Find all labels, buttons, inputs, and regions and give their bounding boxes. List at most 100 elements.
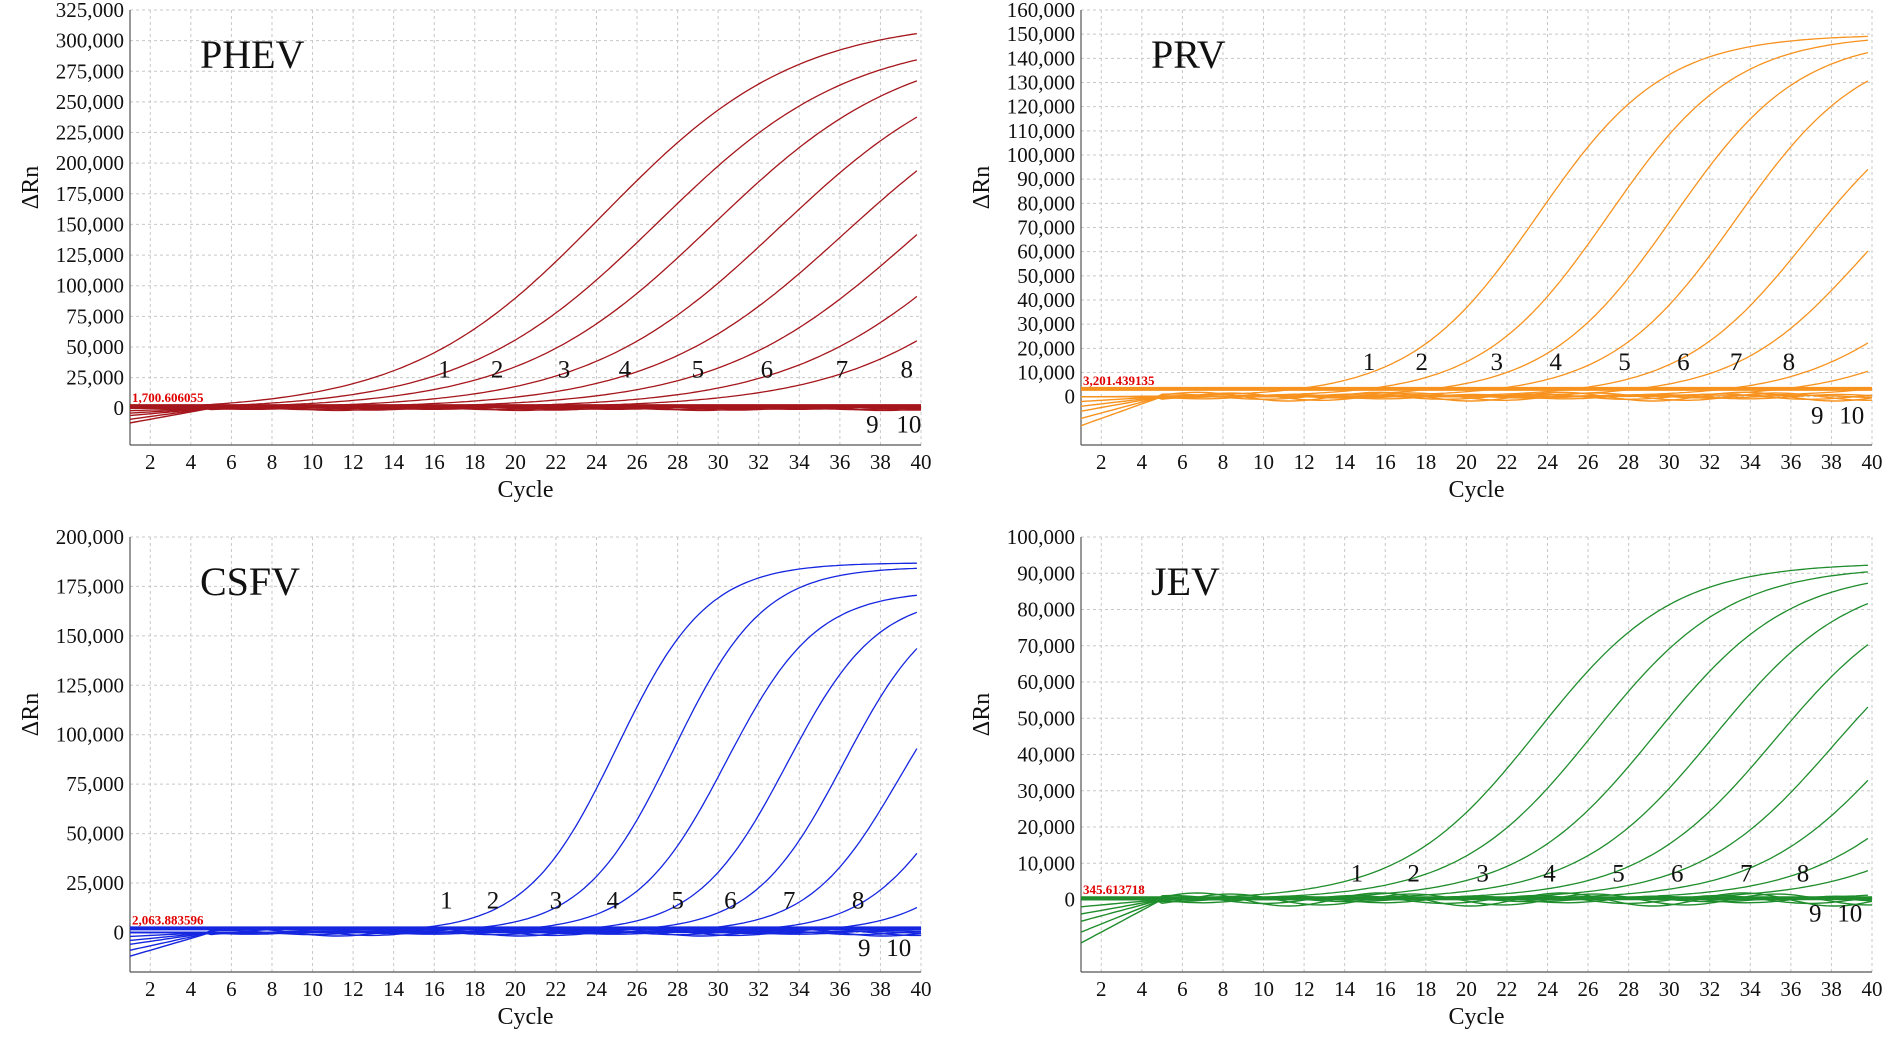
x-tick-label-22: 22 <box>545 450 566 474</box>
curve-label-3: 3 <box>1491 349 1504 376</box>
amplification-curve-1 <box>1081 564 1868 901</box>
x-tick-label-10: 10 <box>302 977 323 1001</box>
curve-label-2: 2 <box>1407 860 1420 887</box>
curve-label-9: 9 <box>858 935 871 962</box>
x-tick-label-22: 22 <box>1496 450 1517 474</box>
x-tick-label-40: 40 <box>1862 450 1883 474</box>
x-tick-label-6: 6 <box>226 450 237 474</box>
chart-title-jev: JEV <box>1151 559 1220 604</box>
y-tick-label-125000: 125,000 <box>56 243 124 267</box>
chart-panel-csfv: 2 4 6 8 10 12 14 16 18 20 22 24 26 28 30 32 34 36 38 40 0 25,… <box>0 527 951 1054</box>
y-tick-label-125000: 125,000 <box>56 673 124 697</box>
y-tick-label-75000: 75,000 <box>66 772 124 796</box>
curve-label-4: 4 <box>1549 349 1562 376</box>
chart-phev: 2 4 6 8 10 12 14 16 18 20 22 24 26 28 30 32 34 36 38 40025,… <box>18 0 932 503</box>
amplification-curve-3 <box>1081 51 1869 398</box>
x-tick-label-36: 36 <box>829 450 850 474</box>
y-tick-label-20000: 20,000 <box>1017 336 1075 360</box>
y-tick-label-30000: 30,000 <box>1017 312 1075 336</box>
x-tick-label-12: 12 <box>1294 977 1315 1001</box>
x-tick-label-8: 8 <box>267 977 278 1001</box>
x-tick-label-16: 16 <box>424 977 445 1001</box>
x-tick-label-10: 10 <box>302 450 323 474</box>
curve-label-5: 5 <box>1618 349 1631 376</box>
x-tick-label-18: 18 <box>1415 450 1436 474</box>
curve-label-8: 8 <box>852 888 865 915</box>
x-tick-label-32: 32 <box>748 977 769 1001</box>
y-tick-label-200000: 200,000 <box>56 151 124 175</box>
amplification-curve-9 <box>1081 388 1868 398</box>
chart-title-prv: PRV <box>1151 32 1226 77</box>
amplification-curve-1 <box>1080 35 1868 398</box>
y-tick-label-140000: 140,000 <box>1007 46 1075 70</box>
y-tick-label-10000: 10,000 <box>1017 361 1075 385</box>
x-tick-label-22: 22 <box>1496 977 1517 1001</box>
y-tick-label-90000: 90,000 <box>1017 167 1075 191</box>
y-tick-label-150000: 150,000 <box>56 624 124 648</box>
y-axis-label: ΔRn <box>969 693 995 736</box>
curve-label-6: 6 <box>761 357 774 384</box>
curve-label-6: 6 <box>724 888 737 915</box>
y-tick-label-325000: 325,000 <box>56 0 124 22</box>
y-tick-label-40000: 40,000 <box>1017 288 1075 312</box>
x-tick-label-36: 36 <box>829 977 850 1001</box>
x-tick-label-24: 24 <box>586 450 608 474</box>
x-tick-label-20: 20 <box>1456 977 1477 1001</box>
x-tick-label-32: 32 <box>748 450 769 474</box>
y-tick-label-75000: 75,000 <box>66 304 124 328</box>
curve-label-2: 2 <box>487 888 500 915</box>
y-tick-label-70000: 70,000 <box>1017 634 1075 658</box>
curve-label-8: 8 <box>1783 349 1796 376</box>
x-tick-label-26: 26 <box>1578 977 1599 1001</box>
curve-label-8: 8 <box>901 357 914 384</box>
curve-label-1: 1 <box>1363 349 1376 376</box>
x-tick-label-12: 12 <box>343 450 364 474</box>
x-tick-label-26: 26 <box>627 450 648 474</box>
x-tick-label-14: 14 <box>1334 977 1356 1001</box>
x-tick-label-2: 2 <box>1096 977 1107 1001</box>
y-tick-label-0: 0 <box>114 396 125 420</box>
x-tick-label-6: 6 <box>1177 450 1188 474</box>
curve-label-5: 5 <box>1612 860 1625 887</box>
chart-title-csfv: CSFV <box>200 559 300 604</box>
y-tick-label-175000: 175,000 <box>56 182 124 206</box>
y-tick-label-50000: 50,000 <box>66 335 124 359</box>
x-tick-label-20: 20 <box>1456 450 1477 474</box>
y-tick-label-100000: 100,000 <box>1007 143 1075 167</box>
x-tick-label-16: 16 <box>424 450 445 474</box>
y-tick-label-110000: 110,000 <box>1008 119 1075 143</box>
curve-label-3: 3 <box>550 888 563 915</box>
amplification-curve-2 <box>130 59 918 409</box>
curve-label-10: 10 <box>1839 402 1864 429</box>
curve-label-2: 2 <box>491 357 504 384</box>
amplification-curve-3 <box>130 80 918 409</box>
chart-prv: 2 4 6 8 10 12 14 16 18 20 22 24 26 28 30 32 34 36 38 40010,… <box>969 0 1883 503</box>
curve-label-8: 8 <box>1797 860 1810 887</box>
x-tick-label-8: 8 <box>1218 450 1229 474</box>
curve-label-4: 4 <box>1543 860 1556 887</box>
curve-label-9: 9 <box>1809 900 1822 927</box>
x-tick-label-10: 10 <box>1253 977 1274 1001</box>
y-tick-label-70000: 70,000 <box>1017 216 1075 240</box>
curve-label-10: 10 <box>896 412 921 439</box>
y-tick-label-90000: 90,000 <box>1017 561 1075 585</box>
x-tick-label-8: 8 <box>267 450 278 474</box>
y-tick-label-0: 0 <box>114 920 125 944</box>
curve-label-1: 1 <box>438 357 451 384</box>
x-tick-label-32: 32 <box>1699 450 1720 474</box>
x-tick-label-38: 38 <box>1821 450 1842 474</box>
y-tick-label-0: 0 <box>1065 385 1076 409</box>
chart-jev: 2 4 6 8 10 12 14 16 18 20 22 24 26 28 30 32 34 36 38 40010,… <box>969 527 1883 1030</box>
curve-label-1: 1 <box>440 888 453 915</box>
x-tick-label-2: 2 <box>145 977 156 1001</box>
y-tick-label-100000: 100,000 <box>1007 527 1075 549</box>
x-tick-label-38: 38 <box>870 977 891 1001</box>
x-tick-label-30: 30 <box>1659 450 1680 474</box>
x-tick-label-38: 38 <box>1821 977 1842 1001</box>
chart-csfv: 2 4 6 8 10 12 14 16 18 20 22 24 26 28 30 32 34 36 38 40025,… <box>18 527 932 1030</box>
y-tick-label-20000: 20,000 <box>1017 815 1075 839</box>
y-tick-label-80000: 80,000 <box>1017 191 1075 215</box>
y-tick-label-160000: 160,000 <box>1007 0 1075 22</box>
x-tick-label-30: 30 <box>708 450 729 474</box>
x-tick-label-38: 38 <box>870 450 891 474</box>
